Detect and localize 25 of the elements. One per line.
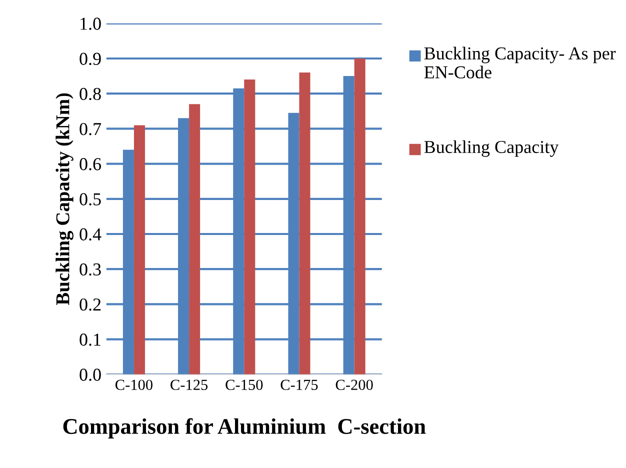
y-tick-label: 0.1 bbox=[80, 334, 100, 346]
x-axis-title: Comparison for Aluminium C-section bbox=[63, 418, 426, 438]
legend-label: Buckling Capacity- As per EN-Code bbox=[424, 46, 616, 78]
y-tick-label: 0.3 bbox=[80, 263, 101, 276]
y-tick-label: 0.4 bbox=[80, 228, 102, 241]
y-tick-label: 0.9 bbox=[80, 52, 101, 66]
x-tick-label: C-175 bbox=[280, 380, 318, 390]
bar bbox=[244, 80, 256, 374]
y-tick-label: 0.8 bbox=[80, 88, 101, 100]
x-tick-label: C-150 bbox=[226, 380, 263, 390]
y-tick-label: 0.6 bbox=[80, 158, 102, 170]
y-tick-label: 0.7 bbox=[80, 122, 102, 136]
legend-label: Buckling Capacity bbox=[424, 140, 559, 157]
x-tick-label: C-125 bbox=[170, 380, 208, 390]
bar bbox=[134, 125, 145, 374]
x-tick-label: C-100 bbox=[115, 380, 152, 390]
y-axis-title: Buckling Capacity (kNm) bbox=[56, 93, 74, 305]
bar bbox=[189, 104, 200, 374]
y-tick-label: 0.5 bbox=[80, 193, 101, 206]
y-tick-label: 0.2 bbox=[80, 298, 101, 311]
y-tick-label: 0.0 bbox=[80, 368, 101, 381]
x-tick-label: C-200 bbox=[336, 380, 373, 390]
bar bbox=[354, 58, 366, 374]
y-tick-label: 1.0 bbox=[80, 18, 101, 30]
bar bbox=[299, 72, 310, 374]
